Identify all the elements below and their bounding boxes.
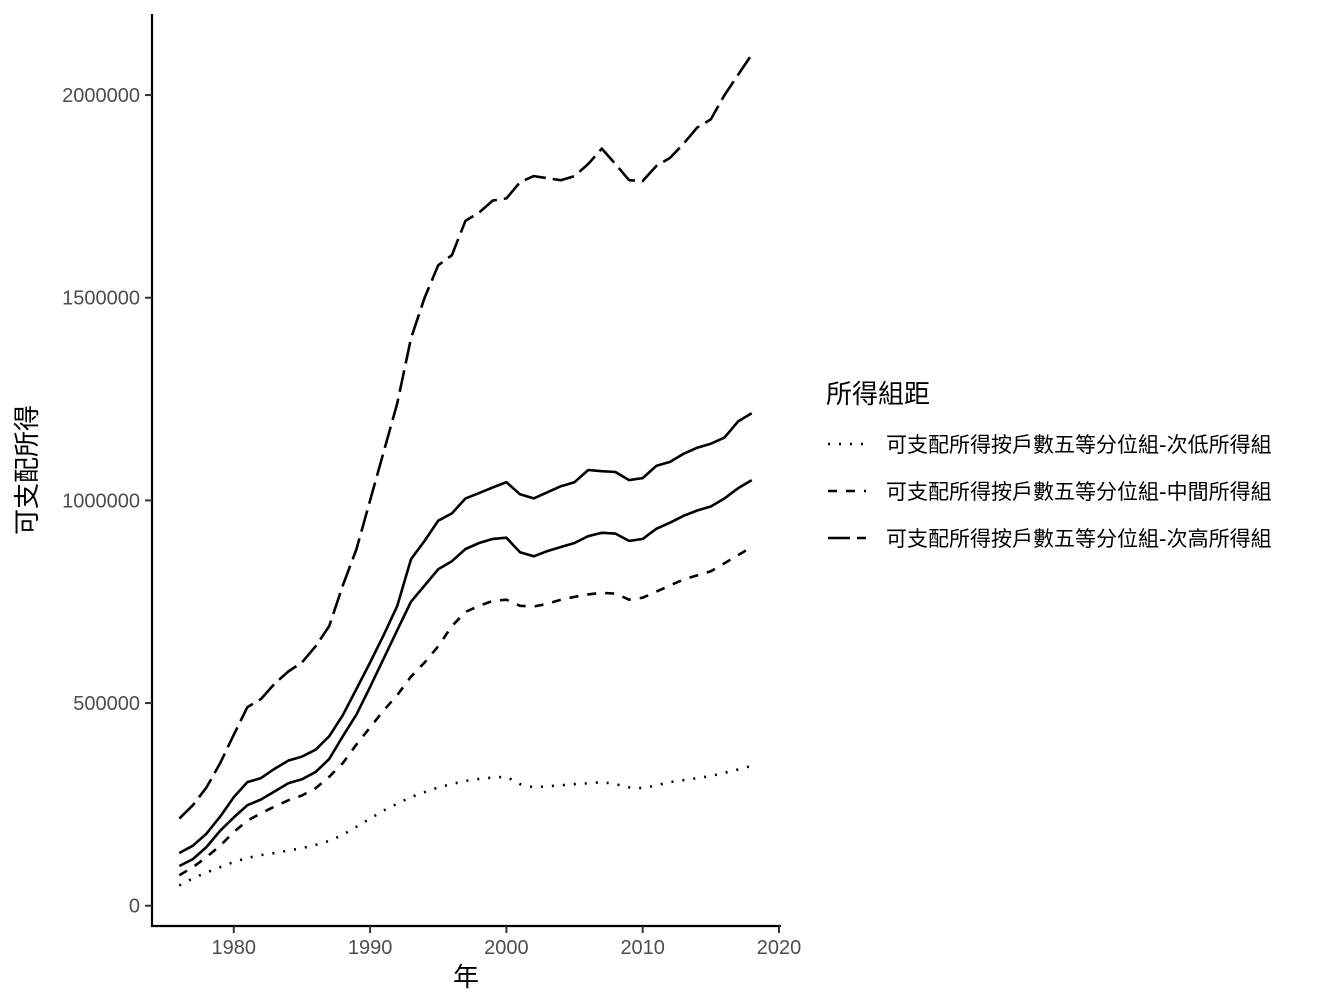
legend-label-3: 可支配所得按戶數五等分位組-次高所得組 xyxy=(886,527,1272,551)
series-line-1 xyxy=(178,764,753,887)
x-tick-label: 2010 xyxy=(620,937,665,959)
x-tick-label: 2020 xyxy=(757,937,802,959)
y-tick-label: 500000 xyxy=(73,693,140,715)
series-line-2 xyxy=(178,545,753,877)
legend-label-1: 可支配所得按戶數五等分位組-次低所得組 xyxy=(886,433,1272,457)
series-line-5 xyxy=(178,478,753,868)
x-tick-label: 1990 xyxy=(348,937,393,959)
x-axis-title: 年 xyxy=(453,963,479,993)
y-tick-label: 1000000 xyxy=(62,490,140,512)
series-line-3 xyxy=(178,53,753,820)
plot-lines xyxy=(178,53,753,887)
y-tick-label: 2000000 xyxy=(62,85,140,107)
x-tick-label: 1980 xyxy=(212,937,257,959)
series-line-4 xyxy=(178,412,753,855)
y-tick-label: 0 xyxy=(129,896,140,918)
x-axis-ticks: 1980 1990 2000 2010 2020 xyxy=(212,926,802,959)
y-tick-label: 1500000 xyxy=(62,288,140,310)
legend-title: 所得組距 xyxy=(826,380,930,410)
x-tick-label: 2000 xyxy=(484,937,529,959)
legend-label-2: 可支配所得按戶數五等分位組-中間所得組 xyxy=(886,480,1272,504)
y-axis-title: 可支配所得 xyxy=(13,405,43,535)
y-axis-ticks: 0 500000 1000000 1500000 2000000 xyxy=(62,85,152,918)
legend: 所得組距 可支配所得按戶數五等分位組-次低所得組可支配所得按戶數五等分位組-中間… xyxy=(826,380,1272,551)
